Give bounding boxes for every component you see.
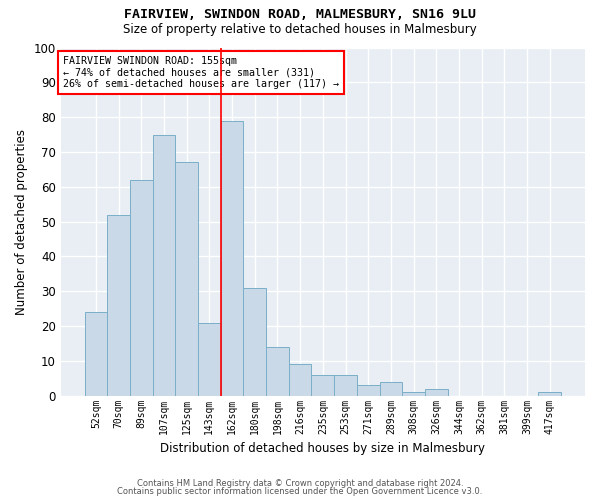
Bar [244, 288, 266, 396]
Bar [130, 180, 152, 396]
Bar [198, 322, 221, 396]
Bar [85, 312, 107, 396]
Text: Contains HM Land Registry data © Crown copyright and database right 2024.: Contains HM Land Registry data © Crown c… [137, 478, 463, 488]
Bar [107, 214, 130, 396]
Text: Size of property relative to detached houses in Malmesbury: Size of property relative to detached ho… [123, 22, 477, 36]
Bar [357, 385, 380, 396]
X-axis label: Distribution of detached houses by size in Malmesbury: Distribution of detached houses by size … [160, 442, 485, 455]
Bar [152, 134, 175, 396]
Bar [175, 162, 198, 396]
Text: FAIRVIEW SWINDON ROAD: 155sqm
← 74% of detached houses are smaller (331)
26% of : FAIRVIEW SWINDON ROAD: 155sqm ← 74% of d… [63, 56, 339, 90]
Bar [402, 392, 425, 396]
Bar [334, 375, 357, 396]
Bar [380, 382, 402, 396]
Bar [289, 364, 311, 396]
Y-axis label: Number of detached properties: Number of detached properties [15, 128, 28, 314]
Bar [221, 120, 244, 396]
Text: Contains public sector information licensed under the Open Government Licence v3: Contains public sector information licen… [118, 487, 482, 496]
Bar [311, 375, 334, 396]
Text: FAIRVIEW, SWINDON ROAD, MALMESBURY, SN16 9LU: FAIRVIEW, SWINDON ROAD, MALMESBURY, SN16… [124, 8, 476, 20]
Bar [538, 392, 561, 396]
Bar [266, 347, 289, 396]
Bar [425, 388, 448, 396]
